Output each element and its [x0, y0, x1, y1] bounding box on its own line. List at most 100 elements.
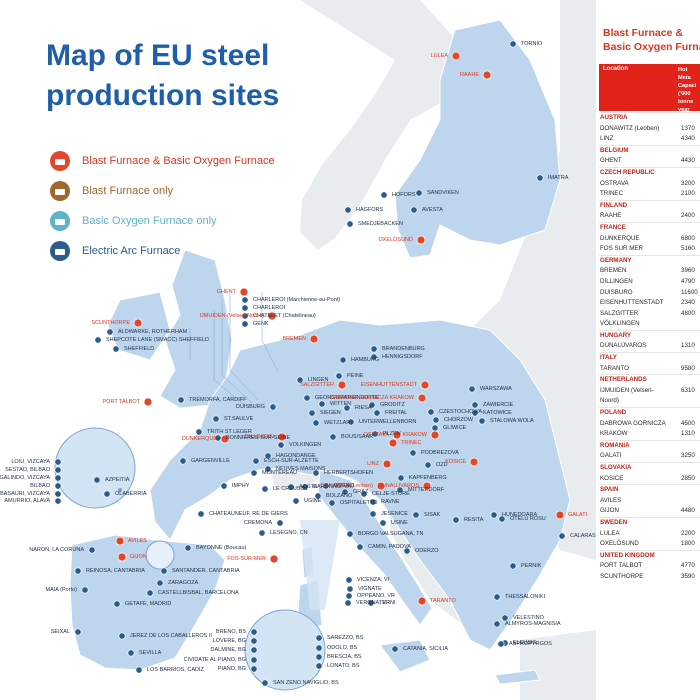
site-label: GARGENVILLE: [191, 458, 230, 464]
country-row: FRANCE: [599, 221, 700, 234]
site-label: GRAZ: [353, 489, 369, 495]
eaf-site-marker: [344, 206, 352, 214]
site-label: USINE: [391, 520, 408, 526]
bf-bof-site-marker: [416, 235, 426, 245]
site-label: PODBREZOVA: [421, 450, 459, 456]
site-label: LOVERE, BG: [212, 638, 246, 644]
eaf-site-marker: [424, 461, 432, 469]
site-label: CHORZOW: [444, 417, 474, 423]
country-name: SPAIN: [600, 486, 619, 494]
eaf-site-marker: [287, 483, 295, 491]
site-name: DUNAUJVAROS: [600, 342, 647, 350]
site-label: LE CREUSOT: [273, 486, 309, 492]
eaf-site-marker: [308, 409, 316, 417]
site-label: GHENT: [216, 289, 236, 295]
legend-item-bf-bof: Blast Furnace & Basic Oxygen Furnace: [50, 146, 275, 176]
site-label: OZD: [436, 462, 448, 468]
site-label: LONATO, BS: [327, 663, 360, 669]
site-label: OSPITALETTO: [340, 500, 378, 506]
site-row: IJMUIDEN (Velsen- 6310: [599, 386, 700, 397]
capacity-header-line: Hot: [678, 67, 688, 73]
site-label: SIEGEN: [320, 410, 341, 416]
eaf-site-marker: [261, 679, 269, 687]
site-label: NARON, LA CORUNA: [29, 547, 84, 553]
basque-zoom-circle: [54, 427, 136, 509]
site-label: CHATELET (Chatelineau): [253, 313, 316, 319]
eaf-site-marker: [403, 547, 411, 555]
eaf-site-marker: [156, 579, 164, 587]
eaf-site-marker: [276, 519, 284, 527]
site-label: BRANDENBURG: [382, 346, 425, 352]
site-label: LINZ: [367, 461, 379, 467]
capacity-header-line: ('000: [678, 91, 691, 97]
eaf-site-marker: [341, 488, 349, 496]
eaf-site-marker: [315, 662, 323, 670]
site-label: ALDWARKE, ROTHERHAM: [118, 329, 188, 335]
site-label: SANDVIKEN: [427, 190, 459, 196]
table-body: AUSTRIA DONAWITZ (Leoben) 1370 LINZ 4340 BELG…: [599, 112, 700, 583]
eaf-site-marker: [339, 356, 347, 364]
site-label: SISAK: [424, 512, 441, 518]
site-label: SMEDJEBACKEN: [358, 221, 403, 227]
country-name: NETHERLANDS: [600, 376, 647, 384]
country-row: POLAND: [599, 407, 700, 419]
eaf-site-marker: [312, 469, 320, 477]
table-title-line-1: Blast Furnace &: [603, 27, 683, 39]
site-label: HUNEDOARA: [502, 512, 538, 518]
site-name: TARANTO: [600, 364, 629, 372]
column-header-location: Location: [603, 66, 628, 72]
site-name: AVILES: [600, 496, 622, 504]
eaf-site-marker: [179, 457, 187, 465]
site-label: AZPEITIA: [105, 477, 130, 483]
bf-bof-site-marker: [239, 287, 249, 297]
site-label: VOLKINGEN: [289, 442, 322, 448]
eaf-site-marker: [493, 593, 501, 601]
site-label: CAMIN, PADOVA: [368, 544, 411, 550]
capacity-value: 9580: [681, 364, 695, 372]
eaf-site-marker: [118, 632, 126, 640]
site-row: Noord): [599, 396, 700, 407]
site-label: PEINE: [347, 373, 364, 379]
factory-icon: [50, 241, 70, 261]
bf-bof-site-marker: [277, 432, 287, 442]
legend-item-bf-only: Blast Furnace only: [50, 176, 275, 206]
site-label: ALMYROS-MAGNISIA: [505, 621, 561, 627]
eaf-site-marker: [391, 645, 399, 653]
eaf-site-marker: [452, 516, 460, 524]
site-label: STALOWA WOLA: [490, 418, 534, 424]
site-label: MONTEREAU: [262, 470, 298, 476]
site-label: GEORGSMARIENHUTTE: [315, 395, 379, 401]
site-label: DUNAUJVAROS: [377, 483, 419, 489]
eaf-site-marker: [103, 490, 111, 498]
capacity-value: 2200: [681, 529, 695, 537]
eaf-site-marker: [269, 403, 277, 411]
site-label: BONNIERES-SUR-SEINE: [226, 435, 291, 441]
eaf-site-marker: [322, 482, 330, 490]
site-name: OSTRAVA: [600, 179, 629, 187]
eaf-site-marker: [345, 576, 353, 584]
site-row: VÖLKLINGEN: [599, 319, 700, 330]
site-label: LOS BARRIOS, CADIZ: [147, 667, 204, 673]
country-row: HUNGARY: [599, 329, 700, 342]
site-row: OXELÖSUND 1800: [599, 539, 700, 550]
eaf-site-marker: [471, 409, 479, 417]
capacity-table-panel: Blast Furnace & Basic Oxygen Furna Locat…: [596, 0, 700, 700]
site-row: EISENHUTTENSTADT 2340: [599, 298, 700, 309]
eaf-site-marker: [370, 345, 378, 353]
eaf-site-marker: [184, 544, 192, 552]
site-row: RAAHE 2400: [599, 211, 700, 222]
eaf-site-marker: [250, 637, 258, 645]
site-label: DUISBURG: [235, 404, 265, 410]
site-label: BRENO, BS: [216, 629, 246, 635]
site-name: LULEA: [600, 529, 620, 537]
site-label: THESSALONIKI: [505, 594, 546, 600]
eaf-site-marker: [347, 418, 355, 426]
site-label: GALINDO, VIZCAYA: [0, 475, 50, 481]
site-label: BILBAO: [30, 483, 50, 489]
site-name: DONAWITZ (Leoben): [600, 124, 660, 132]
legend-label: Electric Arc Furnace: [82, 245, 181, 257]
site-row: DONAWITZ (Leoben) 1370: [599, 124, 700, 135]
country-name: GERMANY: [600, 256, 632, 264]
site-row: BREMEN 3960: [599, 266, 700, 277]
site-label: HERBERTSHOFEN: [324, 470, 374, 476]
